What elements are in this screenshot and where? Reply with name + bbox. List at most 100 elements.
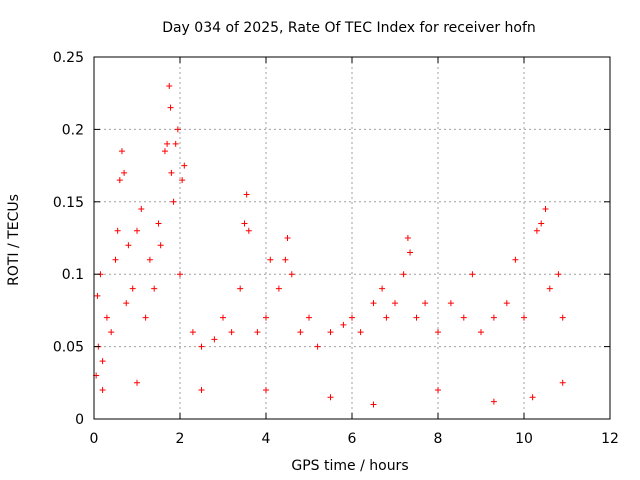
data-point [263, 314, 269, 321]
data-point [220, 314, 226, 321]
data-point [254, 329, 261, 336]
y-tick-label: 0.15 [53, 195, 84, 211]
x-axis: 0 2 4 6 8 10 12 [90, 57, 619, 447]
data-point [241, 220, 248, 227]
data-point [170, 198, 177, 205]
data-point [512, 256, 519, 263]
data-point [559, 314, 566, 321]
data-point [151, 285, 158, 292]
data-point [99, 387, 106, 394]
data-point [166, 82, 173, 89]
data-point [327, 394, 334, 401]
data-point [400, 271, 407, 278]
data-point [116, 177, 123, 184]
data-points [93, 82, 566, 408]
data-point [181, 162, 188, 169]
data-point [422, 300, 429, 307]
x-tick-label: 10 [515, 431, 533, 447]
data-point [404, 235, 411, 241]
y-axis: 0 0.05 0.1 0.15 0.2 0.25 [53, 50, 610, 428]
data-point [118, 148, 125, 155]
data-point [435, 329, 441, 336]
data-point [94, 292, 101, 299]
grid [94, 57, 610, 419]
data-point [490, 398, 497, 405]
y-tick-label: 0.05 [53, 340, 84, 356]
data-point [297, 329, 304, 336]
data-point [112, 256, 119, 263]
data-point [559, 379, 566, 386]
chart-title: Day 034 of 2025, Rate Of TEC Index for r… [162, 20, 536, 36]
data-point [370, 401, 377, 408]
data-point [503, 300, 510, 307]
y-axis-label: ROTI / TECUs [6, 194, 22, 286]
data-point [172, 140, 179, 147]
data-point [134, 379, 140, 386]
data-point [478, 329, 484, 336]
x-tick-label: 12 [601, 431, 619, 447]
y-tick-label: 0.2 [62, 122, 84, 138]
data-point [142, 314, 149, 321]
data-point [263, 387, 269, 394]
data-point [349, 314, 355, 321]
x-tick-label: 8 [434, 431, 443, 447]
data-point [243, 191, 250, 198]
data-point [275, 285, 282, 292]
x-axis-label: GPS time / hours [291, 458, 408, 474]
data-point [123, 300, 130, 307]
y-tick-label: 0.1 [62, 267, 84, 283]
data-point [138, 206, 145, 213]
data-point [407, 249, 414, 256]
x-tick-label: 0 [90, 431, 99, 447]
x-tick-label: 4 [262, 431, 271, 447]
data-point [267, 256, 274, 263]
data-point [538, 220, 545, 227]
data-point [174, 126, 181, 133]
data-point [108, 329, 115, 336]
data-point [284, 235, 291, 241]
data-point [357, 329, 364, 336]
x-tick-label: 2 [176, 431, 185, 447]
data-point [383, 314, 390, 321]
data-point [164, 140, 171, 147]
data-point [435, 387, 441, 394]
data-point [189, 329, 196, 336]
data-point [168, 169, 175, 176]
data-point [121, 169, 128, 176]
data-point [125, 242, 132, 249]
data-point [155, 220, 162, 227]
data-point [546, 285, 553, 292]
data-point [237, 285, 244, 292]
data-point [288, 271, 295, 278]
data-point [198, 343, 205, 350]
data-point [469, 271, 476, 278]
data-point [282, 256, 289, 263]
data-point [228, 329, 235, 336]
data-point [129, 285, 136, 292]
data-point [211, 336, 218, 343]
data-point [161, 148, 168, 155]
data-point [533, 227, 540, 234]
data-point [555, 271, 562, 278]
data-point [327, 329, 334, 336]
data-point [177, 271, 183, 278]
data-point [245, 227, 252, 234]
data-point [542, 206, 549, 213]
x-tick-label: 6 [348, 431, 357, 447]
data-point [179, 177, 186, 184]
data-point [521, 314, 527, 321]
data-point [460, 314, 467, 321]
data-point [167, 104, 174, 111]
data-point [314, 343, 321, 350]
y-tick-label: 0 [75, 412, 84, 428]
data-point [157, 242, 164, 249]
y-tick-label: 0.25 [53, 50, 84, 66]
data-point [447, 300, 454, 307]
data-point [370, 300, 377, 307]
data-point [198, 387, 205, 394]
data-point [392, 300, 398, 307]
data-point [114, 227, 121, 234]
data-point [413, 314, 420, 321]
data-point [379, 285, 386, 292]
